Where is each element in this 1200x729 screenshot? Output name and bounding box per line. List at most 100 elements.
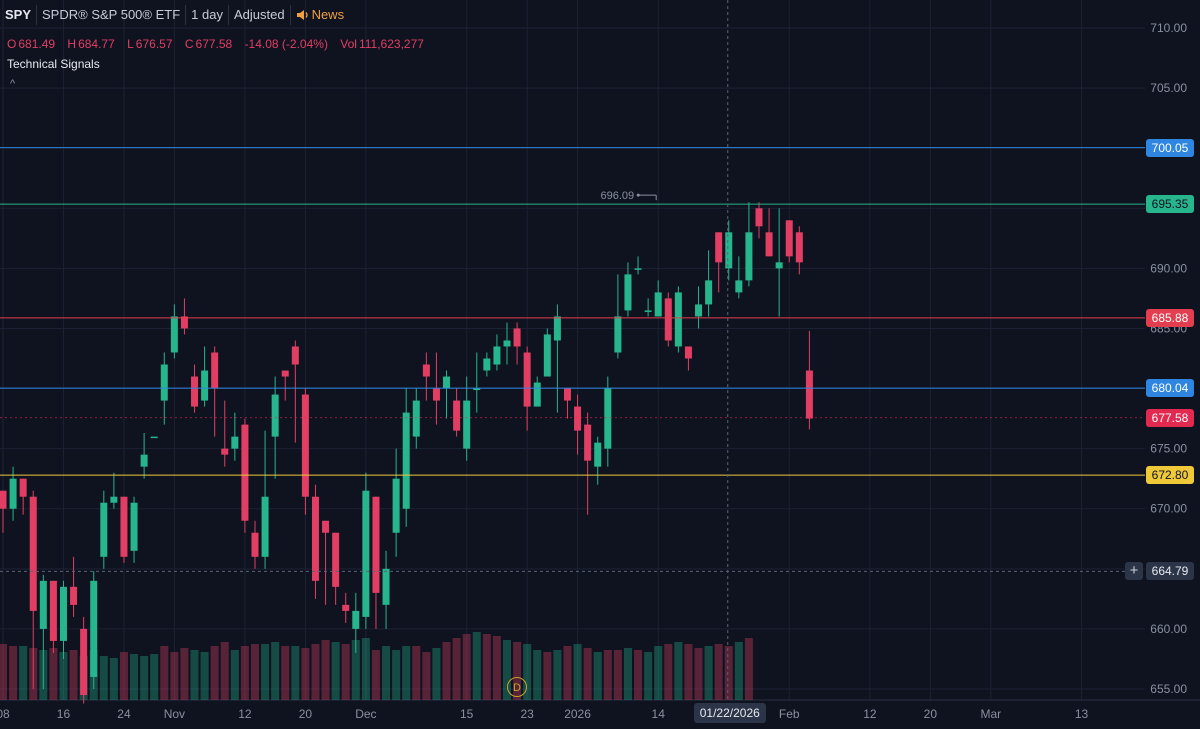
candle-body: [160, 364, 168, 401]
x-tick-label: 20: [299, 707, 313, 721]
volume-bar: [674, 642, 683, 700]
candle-body: [322, 520, 330, 533]
volume-bar: [251, 644, 259, 700]
candle-body: [654, 292, 662, 317]
candle-body: [594, 442, 602, 467]
candle-body: [382, 568, 390, 605]
x-tick-label: 08: [0, 707, 10, 721]
instrument-name: SPDR® S&P 500® ETF: [37, 5, 187, 25]
candle-body: [301, 394, 309, 497]
volume-bar: [69, 650, 78, 700]
volume-bar: [644, 652, 653, 700]
crosshair-price-tag: 664.79: [1146, 562, 1194, 581]
candle-body: [311, 496, 319, 581]
volume-bar: [543, 652, 552, 700]
volume-bar: [503, 640, 511, 700]
candle-body: [281, 370, 289, 377]
candle-body: [705, 280, 713, 305]
speaker-icon: [296, 10, 308, 20]
low-value: 676.57: [135, 37, 173, 51]
volume-bar: [603, 650, 612, 700]
volume-bar: [704, 646, 713, 700]
volume-bar: [301, 648, 310, 700]
y-tick-label: 675.00: [1150, 442, 1187, 456]
y-tick-label: 690.00: [1150, 261, 1187, 275]
volume-bar: [563, 646, 572, 700]
volume-bar: [200, 652, 209, 700]
volume-bar: [613, 650, 622, 700]
candle-body: [180, 316, 188, 329]
volume-bar: [533, 650, 542, 700]
candle-body: [614, 316, 622, 353]
volume-bar: [281, 646, 290, 700]
candle-body: [483, 358, 491, 371]
volume-bar: [59, 652, 68, 700]
dividend-marker[interactable]: D: [507, 677, 527, 697]
candle-body: [533, 382, 541, 407]
news-button[interactable]: News: [291, 5, 350, 25]
candle-body: [191, 376, 199, 407]
x-tick-label: Mar: [981, 707, 1002, 721]
price-tag: 700.05: [1146, 138, 1194, 157]
candle-body: [9, 478, 17, 509]
technical-signals-label[interactable]: Technical Signals: [7, 57, 100, 71]
candle-body: [473, 388, 481, 391]
candle-body: [201, 370, 209, 401]
candle-body: [29, 496, 37, 611]
crosshair-date-tag: 01/22/2026: [693, 703, 766, 723]
volume-bar: [553, 650, 562, 700]
volume-bar: [109, 658, 118, 700]
volume-bar: [19, 646, 28, 700]
x-tick-label: 24: [117, 707, 131, 721]
x-tick-label: 20: [924, 707, 938, 721]
volume-bar: [664, 644, 673, 700]
candle-body: [19, 478, 27, 497]
volume-bar: [402, 646, 411, 700]
candle-body: [211, 352, 219, 389]
candle-body: [735, 280, 743, 293]
volume-bar: [513, 642, 522, 700]
candle-body: [231, 436, 239, 449]
volume-bar: [452, 638, 461, 700]
volume-label: Vol: [340, 37, 357, 51]
volume-bar: [573, 644, 582, 700]
x-tick-label: 13: [1075, 707, 1089, 721]
x-tick-label: 16: [57, 707, 71, 721]
volume-bar: [0, 644, 7, 700]
volume-bar: [412, 646, 421, 700]
volume-bar: [492, 636, 501, 700]
x-tick-label: 12: [863, 707, 877, 721]
adjust-button[interactable]: Adjusted: [229, 5, 291, 25]
candle-body: [503, 340, 511, 347]
add-plus-button[interactable]: +: [1125, 562, 1143, 581]
volume-bar: [170, 652, 179, 700]
collapse-caret-icon[interactable]: ^: [10, 78, 16, 90]
candle-body: [755, 208, 763, 227]
volume-bar: [311, 644, 320, 700]
volume-bar: [623, 648, 632, 700]
price-tag: 680.04: [1146, 379, 1194, 398]
volume-bar: [583, 648, 592, 700]
candle-body: [422, 364, 430, 377]
candle-body: [805, 370, 813, 419]
volume-bar: [230, 650, 239, 700]
high-value: 684.77: [78, 37, 115, 51]
interval-button[interactable]: 1 day: [186, 5, 229, 25]
candle-body: [271, 394, 279, 437]
candle-body: [392, 478, 400, 533]
candle-body: [170, 316, 178, 353]
candle-body: [584, 424, 592, 461]
symbol-label[interactable]: SPY: [0, 5, 38, 25]
candle-body: [352, 610, 360, 629]
candle-body: [523, 352, 531, 407]
candle-body: [241, 424, 249, 521]
y-tick-label: 655.00: [1150, 682, 1187, 696]
y-tick-label: 660.00: [1150, 622, 1187, 636]
volume-bar: [220, 642, 229, 700]
candle-body: [59, 586, 67, 641]
high-marker-label: 696.09: [601, 190, 635, 202]
candle-body: [140, 454, 148, 467]
candle-body: [795, 232, 803, 263]
